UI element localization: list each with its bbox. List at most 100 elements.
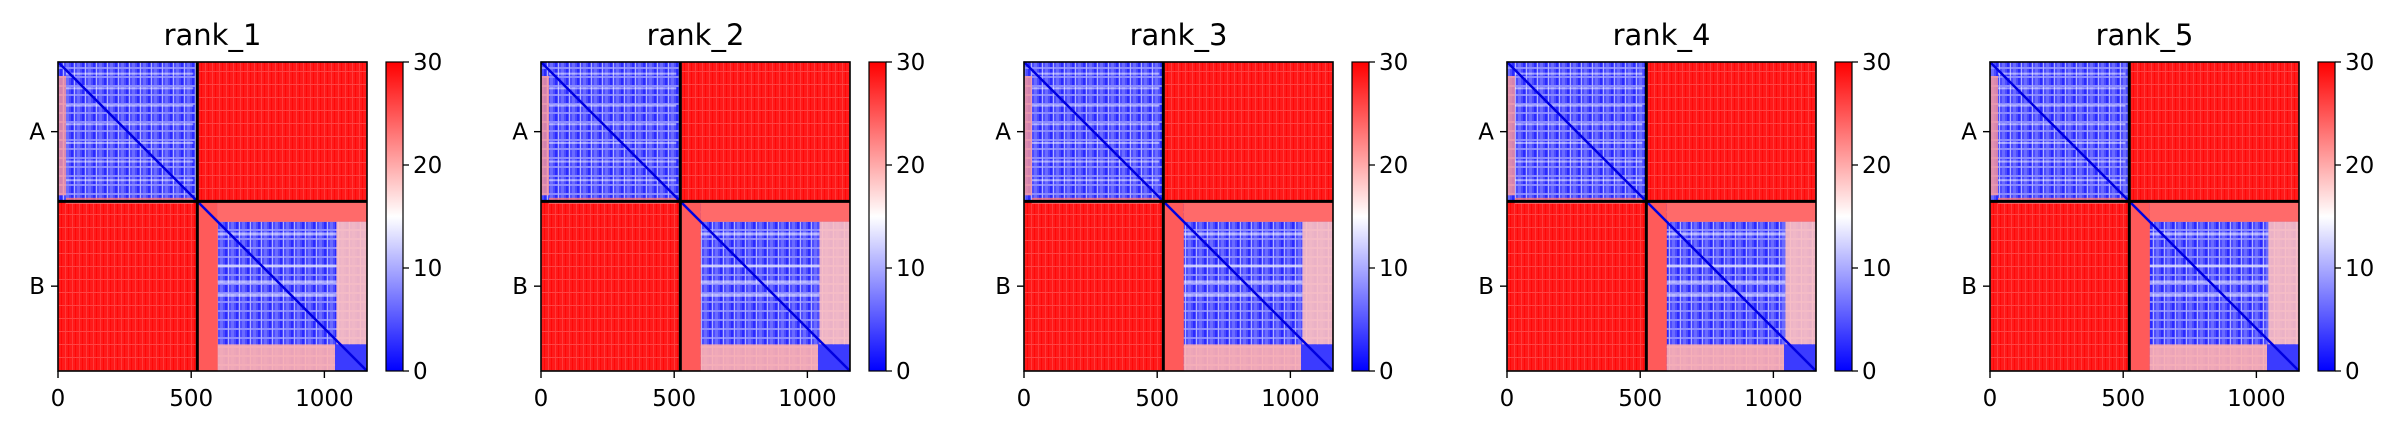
chain-label-a: A xyxy=(1478,120,1494,146)
panel-rank-2: rank_2 0 500 1000 A B 0 10 20 30 xyxy=(512,18,925,412)
block-b-stripe-1 xyxy=(1183,232,1303,236)
block-a-stripe-6 xyxy=(66,160,194,163)
chain-label-b: B xyxy=(512,274,528,300)
block-b-right-band xyxy=(819,221,850,345)
block-b-stripe-1 xyxy=(700,232,820,236)
block-b-a xyxy=(1507,201,1647,371)
block-a-stripe-6 xyxy=(549,160,677,163)
block-a-stripe-6 xyxy=(1032,160,1160,163)
block-b-stripe-2 xyxy=(1183,264,1303,268)
block-a-b xyxy=(2129,62,2299,202)
x-tick-label: 0 xyxy=(1983,386,1998,412)
x-tick-label: 1000 xyxy=(1261,386,1320,412)
block-b-stripe-4 xyxy=(700,293,820,297)
block-b-stripe-4 xyxy=(2149,293,2269,297)
colorbar-tick-label: 10 xyxy=(1379,256,1408,282)
colorbar xyxy=(385,61,404,372)
block-a-stripe-3 xyxy=(1998,104,2126,107)
axes-frame xyxy=(1023,61,1334,372)
block-a-edge xyxy=(1507,76,1515,196)
x-tick-label: 0 xyxy=(534,386,549,412)
block-b-bottom-band xyxy=(700,344,819,371)
block-a-stripe-5 xyxy=(1515,141,1643,144)
block-a-stripe-2 xyxy=(1032,87,1160,90)
block-a-stripe-1 xyxy=(549,72,677,75)
diagonal xyxy=(1989,61,2300,372)
block-a-stripe-7 xyxy=(1515,179,1643,182)
chain-label-b: B xyxy=(29,274,45,300)
panel-rank-1: rank_1 0 500 1000 A B 0 10 20 30 xyxy=(29,18,442,412)
x-tick-label: 500 xyxy=(1618,386,1662,412)
block-a-stripe-6 xyxy=(1515,160,1643,163)
block-b-top-band xyxy=(1183,201,1333,222)
block-b-a xyxy=(541,201,681,371)
block-a-b xyxy=(1163,62,1333,202)
colorbar-tick-label: 30 xyxy=(413,50,442,76)
block-b-top-band xyxy=(700,201,850,222)
chain-label-b: B xyxy=(995,274,1011,300)
colorbar-tick-label: 0 xyxy=(896,359,911,385)
block-a-stripe-4 xyxy=(1515,123,1643,126)
block-a-b xyxy=(197,62,367,202)
block-a-stripe-5 xyxy=(549,141,677,144)
block-b-bottom-band xyxy=(1183,344,1302,371)
colorbar-tick-label: 30 xyxy=(2345,50,2374,76)
colorbar-tick-label: 30 xyxy=(896,50,925,76)
colorbar-tick-label: 0 xyxy=(1379,359,1394,385)
block-b-stripe-2 xyxy=(2149,264,2269,268)
block-b-stripe-1 xyxy=(1666,232,1786,236)
x-tick-label: 1000 xyxy=(295,386,354,412)
block-b-left-band xyxy=(1646,201,1667,371)
x-tick-label: 1000 xyxy=(1744,386,1803,412)
block-a-stripe-2 xyxy=(1515,87,1643,90)
block-a-stripe-1 xyxy=(66,72,194,75)
chain-label-a: A xyxy=(995,120,1011,146)
panel-rank-3: rank_3 0 500 1000 A B 0 10 20 30 xyxy=(995,18,1408,412)
colorbar-tick-label: 10 xyxy=(1862,256,1891,282)
block-a-stripe-2 xyxy=(1998,87,2126,90)
chain-label-a: A xyxy=(512,120,528,146)
x-tick-label: 500 xyxy=(1135,386,1179,412)
colorbar-tick-label: 20 xyxy=(2345,153,2374,179)
block-a-stripe-7 xyxy=(549,179,677,182)
chart-title: rank_4 xyxy=(1613,18,1711,52)
block-a-stripe-4 xyxy=(1032,123,1160,126)
block-b-stripe-4 xyxy=(1183,293,1303,297)
block-a-stripe-3 xyxy=(66,104,194,107)
block-a-edge xyxy=(58,76,66,196)
colorbar-tick-label: 20 xyxy=(413,153,442,179)
block-b-right-band xyxy=(1302,221,1333,345)
chart-title: rank_1 xyxy=(164,18,262,52)
diagonal xyxy=(1506,61,1817,372)
axes-frame xyxy=(57,61,368,372)
colorbar-tick-label: 20 xyxy=(1862,153,1891,179)
block-b-top-band xyxy=(1666,201,1816,222)
heatmap xyxy=(1989,61,2300,372)
x-tick-label: 0 xyxy=(51,386,66,412)
panel-rank-4: rank_4 0 500 1000 A B 0 10 20 30 xyxy=(1478,18,1891,412)
block-a-stripe-5 xyxy=(1032,141,1160,144)
block-b-stripe-1 xyxy=(217,232,337,236)
colorbar xyxy=(868,61,887,372)
block-b-top-band xyxy=(217,201,367,222)
block-a-stripe-2 xyxy=(66,87,194,90)
block-b-a xyxy=(1024,201,1164,371)
block-b-right-band xyxy=(336,221,367,345)
block-a-edge xyxy=(541,76,549,196)
heatmap xyxy=(1506,61,1817,372)
x-tick-label: 500 xyxy=(2101,386,2145,412)
block-a-stripe-4 xyxy=(66,123,194,126)
chain-label-a: A xyxy=(29,120,45,146)
block-a-stripe-7 xyxy=(66,179,194,182)
block-a-stripe-7 xyxy=(1998,179,2126,182)
colorbar-tick-label: 0 xyxy=(1862,359,1877,385)
block-b-right-band xyxy=(2268,221,2299,345)
block-b-bottom-band xyxy=(217,344,336,371)
block-b-left-band xyxy=(197,201,218,371)
block-b-stripe-1 xyxy=(2149,232,2269,236)
panel-rank-5: rank_5 0 500 1000 A B 0 10 20 30 xyxy=(1961,18,2374,412)
heatmap xyxy=(1023,61,1334,372)
block-a-stripe-7 xyxy=(1032,179,1160,182)
diagonal xyxy=(57,61,368,372)
